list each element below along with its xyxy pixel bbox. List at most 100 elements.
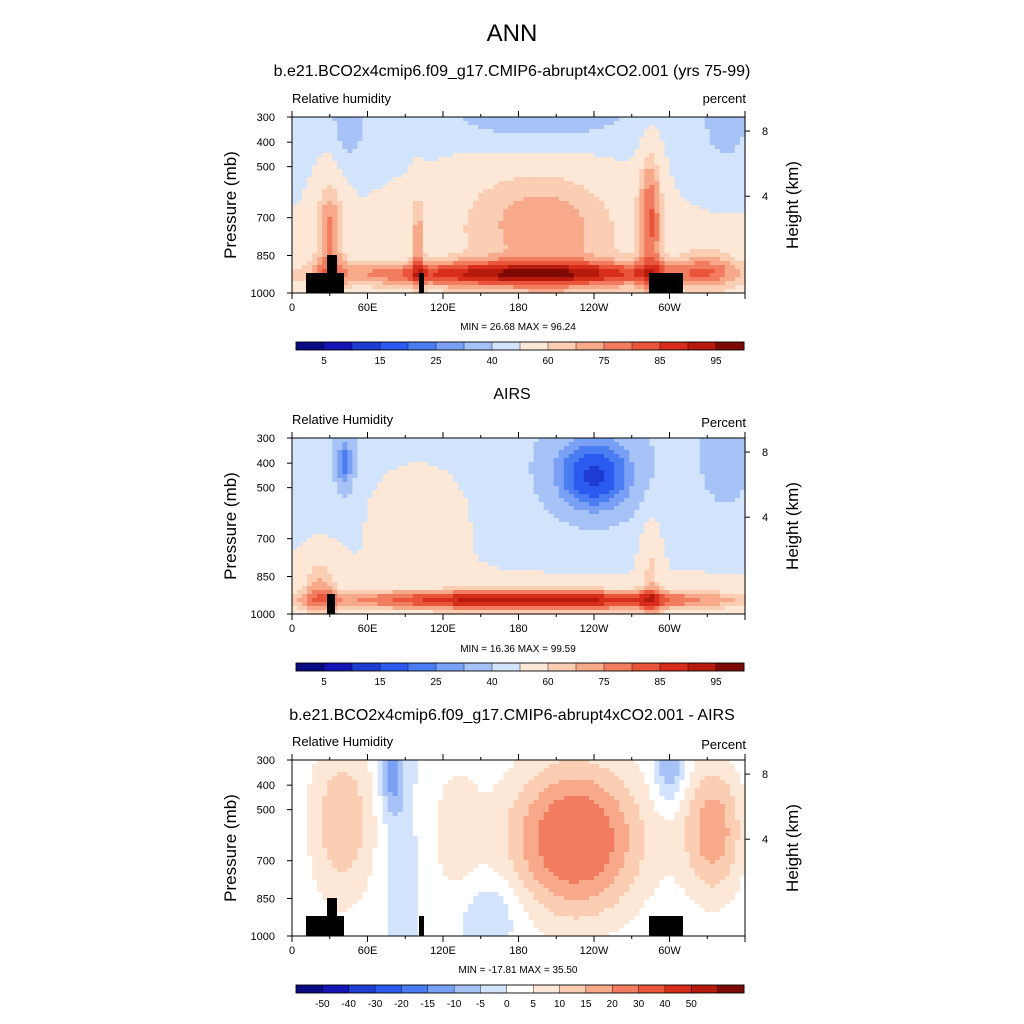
panel-3-height-tick-label: 8: [762, 769, 768, 781]
panel-3-ylabel-right: Height (km): [783, 804, 802, 892]
panel-2-xtick-label: 60W: [658, 623, 681, 635]
panel-3-topography-mask: [306, 898, 683, 936]
panel-3-title: b.e21.BCO2x4cmip6.f09_g17.CMIP6-abrupt4x…: [289, 707, 735, 724]
panel-1-xtick-label: 120W: [580, 302, 609, 314]
panel-2-ylabel: Pressure (mb): [221, 472, 240, 580]
panel-3-colorbar-label: -20: [394, 999, 409, 1010]
panel-1-xtick-label: 60W: [658, 302, 681, 314]
panel-1-ylabel: Pressure (mb): [221, 151, 240, 259]
page-title: ANN: [486, 20, 538, 47]
panel-2-colorbar-label: 5: [321, 677, 327, 688]
panel-1-ytick-label: 700: [257, 213, 275, 225]
panel-2-topography-mask: [327, 594, 335, 614]
panel-3-colorbar-label: 0: [504, 999, 510, 1010]
panel-3-xtick-label: 120W: [580, 945, 609, 957]
panel-3-colorbar-label: -5: [476, 999, 485, 1010]
panel-1-colorbar-label: 5: [321, 356, 327, 367]
panel-1-xtick-label: 180: [509, 302, 527, 314]
panel-2-ylabel-right: Height (km): [783, 482, 802, 570]
panel-1-xtick-label: 60E: [358, 302, 378, 314]
panel-2-xtick-label: 0: [289, 623, 295, 635]
panel-1-colorbar-label: 60: [542, 356, 554, 367]
panel-2-colorbar-label: 85: [654, 677, 666, 688]
panel-3-units-label: Percent: [701, 737, 746, 752]
panel-1-units-label: percent: [702, 91, 746, 106]
panel-2-colorbar-label: 25: [430, 677, 442, 688]
panel-1-ytick-label: 300: [257, 112, 275, 124]
panel-3-xtick-label: 0: [289, 945, 295, 957]
panel-3-minmax: MIN = -17.81 MAX = 35.50: [458, 965, 578, 976]
panel-1-ytick-label: 500: [257, 162, 275, 174]
panel-1-colorbar-label: 40: [486, 356, 498, 367]
panel-1-title: b.e21.BCO2x4cmip6.f09_g17.CMIP6-abrupt4x…: [273, 63, 751, 80]
panel-1-colorbar: [295, 341, 745, 351]
panel-3-ytick-label: 700: [257, 856, 275, 868]
panel-2-ytick-label: 400: [257, 458, 275, 470]
panel-2-colorbar-label: 95: [710, 677, 722, 688]
panel-3-colorbar-label: 50: [686, 999, 698, 1010]
panel-2-colorbar: [295, 662, 745, 672]
panel-2-colorbar-label: 60: [542, 677, 554, 688]
panel-3-ytick-label: 1000: [251, 931, 275, 943]
panel-3-colorbar-label: -40: [341, 999, 356, 1010]
panel-3-colorbar-label: 40: [659, 999, 671, 1010]
panel-3-contour-field: [292, 760, 746, 937]
panel-3-xtick-label: 120E: [430, 945, 456, 957]
panel-3-colorbar: [295, 984, 745, 994]
panel-3-colorbar-label: -30: [368, 999, 383, 1010]
panel-3-xtick-label: 60W: [658, 945, 681, 957]
panel-2-minmax: MIN = 16.36 MAX = 99.59: [460, 644, 576, 655]
panel-3-colorbar-label: 15: [580, 999, 592, 1010]
panel-3-colorbar-label: 30: [633, 999, 645, 1010]
panel-3-colorbar-label: 5: [530, 999, 536, 1010]
panel-1-colorbar-label: 75: [598, 356, 610, 367]
panel-2-height-tick-label: 8: [762, 447, 768, 459]
panel-1-xtick-label: 0: [289, 302, 295, 314]
panel-1-minmax: MIN = 26.68 MAX = 96.24: [460, 322, 576, 333]
panel-3-xtick-label: 60E: [358, 945, 378, 957]
panel-2-ytick-label: 300: [257, 433, 275, 445]
panel-1-xtick-label: 120E: [430, 302, 456, 314]
panel-1-ytick-label: 400: [257, 137, 275, 149]
panel-1-ylabel-right: Height (km): [783, 161, 802, 249]
panel-3-xtick-label: 180: [509, 945, 527, 957]
panel-2-ytick-label: 700: [257, 534, 275, 546]
panel-1-contour-field: [292, 117, 746, 294]
panel-2-ytick-label: 1000: [251, 609, 275, 621]
panel-2-height-tick-label: 4: [762, 512, 768, 524]
panel-1-ytick-label: 850: [257, 251, 275, 263]
panel-2-xtick-label: 180: [509, 623, 527, 635]
panel-2-units-label: Percent: [701, 415, 746, 430]
panel-3-ytick-label: 400: [257, 780, 275, 792]
panel-3-ytick-label: 850: [257, 894, 275, 906]
panel-1-height-tick-label: 8: [762, 126, 768, 138]
panel-3-colorbar-label: 10: [554, 999, 566, 1010]
panel-3-colorbar-label: -15: [421, 999, 436, 1010]
panel-1-variable-label: Relative humidity: [292, 91, 391, 106]
panel-3-variable-label: Relative Humidity: [292, 734, 394, 749]
panel-1-ytick-label: 1000: [251, 288, 275, 300]
panel-3-ylabel: Pressure (mb): [221, 794, 240, 902]
panel-2-colorbar-label: 75: [598, 677, 610, 688]
panel-1-topography-mask: [306, 255, 683, 293]
panel-1-colorbar-label: 95: [710, 356, 722, 367]
panel-1-colorbar-label: 25: [430, 356, 442, 367]
panel-2-colorbar-label: 15: [374, 677, 386, 688]
panel-2-xtick-label: 120E: [430, 623, 456, 635]
panel-2-ytick-label: 850: [257, 572, 275, 584]
panel-2-title: AIRS: [493, 386, 531, 403]
panel-3-ytick-label: 300: [257, 755, 275, 767]
panel-2-colorbar-label: 40: [486, 677, 498, 688]
panel-3-colorbar-label: 20: [607, 999, 619, 1010]
panel-3-colorbar-label: -10: [447, 999, 462, 1010]
panel-3-height-tick-label: 4: [762, 834, 768, 846]
panel-2-xtick-label: 60E: [358, 623, 378, 635]
panel-3-colorbar-label: -50: [315, 999, 330, 1010]
panel-2-xtick-label: 120W: [580, 623, 609, 635]
panel-3-ytick-label: 500: [257, 805, 275, 817]
panel-2-variable-label: Relative Humidity: [292, 412, 394, 427]
panel-2-ytick-label: 500: [257, 483, 275, 495]
panel-1-height-tick-label: 4: [762, 191, 768, 203]
panel-2-contour-field: [292, 438, 746, 615]
